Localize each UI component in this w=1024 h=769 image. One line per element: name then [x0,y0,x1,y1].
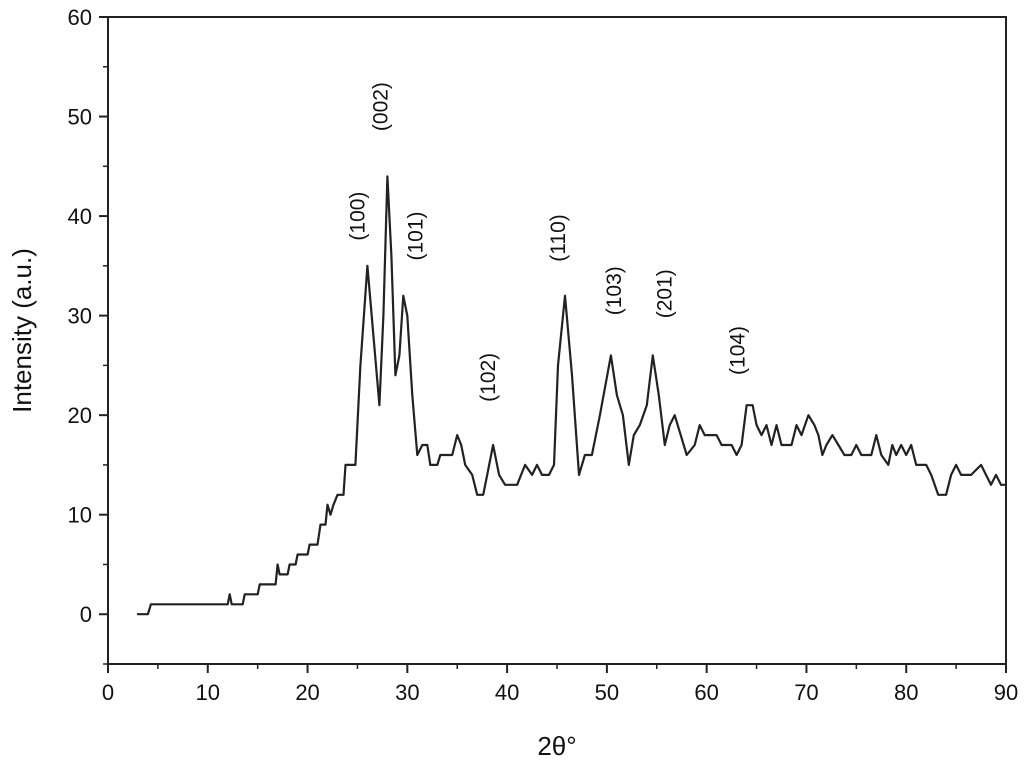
peak-label: (104) [727,326,750,375]
x-axis-ticks: 0 10 20 30 40 50 60 70 80 90 [102,664,1018,705]
x-tick-label: 30 [395,680,419,705]
peak-label: (110) [547,214,570,261]
x-axis-title: 2θ° [537,731,576,761]
y-tick-label: 40 [68,204,92,229]
series-line [136,175,1008,616]
y-tick-label: 0 [80,602,92,627]
x-tick-label: 90 [994,680,1018,705]
x-tick-label: 10 [196,680,220,705]
y-tick-label: 30 [68,304,92,329]
peak-label: (101) [404,211,427,260]
x-tick-label: 50 [595,680,619,705]
y-axis-ticks: 0 10 20 30 40 50 60 [68,5,108,665]
x-tick-label: 40 [495,680,519,705]
peak-annotations: (100) (002) (101) (102) (110) (103) (201) (104) [346,82,749,402]
y-tick-label: 10 [68,503,92,528]
x-tick-label: 80 [894,680,918,705]
y-axis-title: Intensity (a.u.) [7,248,37,413]
x-tick-label: 70 [794,680,818,705]
y-tick-label: 50 [68,105,92,130]
plot-frame [107,16,1007,665]
y-tick-label: 20 [68,403,92,428]
peak-label: (100) [346,192,369,241]
peak-label: (201) [654,269,677,318]
x-tick-label: 20 [295,680,319,705]
peak-label: (103) [603,266,626,315]
peak-label: (002) [369,82,392,131]
peak-label: (102) [477,353,500,402]
y-tick-label: 60 [68,5,92,30]
x-tick-label: 60 [694,680,718,705]
x-tick-label: 0 [102,680,114,705]
